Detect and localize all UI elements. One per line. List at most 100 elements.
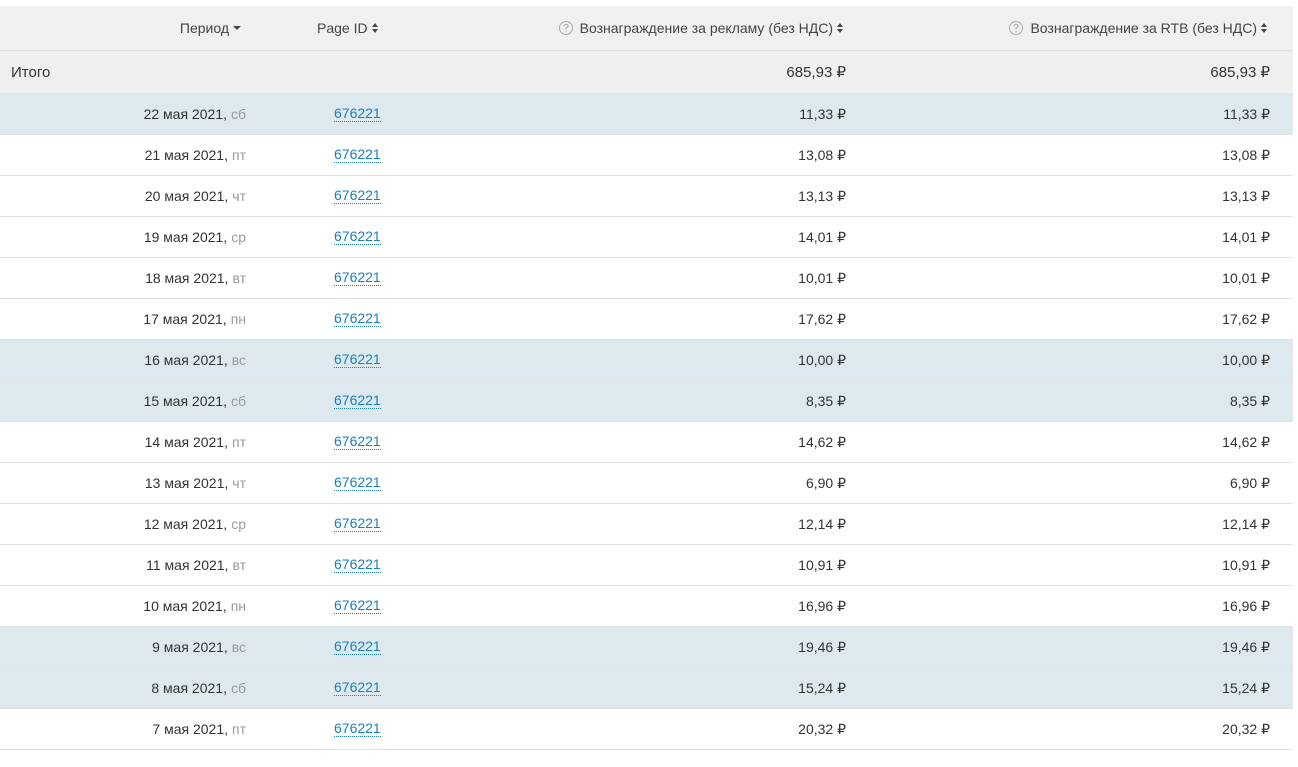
ad-reward-cell: 13,13 ₽ xyxy=(798,187,846,204)
page-id-link[interactable]: 676221 xyxy=(334,351,381,368)
header-label: Вознаграждение за рекламу (без НДС) xyxy=(579,20,833,36)
page-id-header[interactable]: Page ID xyxy=(317,6,378,50)
page-id-link[interactable]: 676221 xyxy=(334,105,381,122)
weekday: вт xyxy=(232,557,246,573)
header-label: Период xyxy=(179,20,229,36)
page-id-link[interactable]: 676221 xyxy=(334,638,381,655)
ad-reward-cell: 10,91 ₽ xyxy=(798,556,846,573)
date: 18 мая 2021, xyxy=(145,270,229,286)
page-id-link[interactable]: 676221 xyxy=(334,720,381,737)
rtb-reward-cell: 20,32 ₽ xyxy=(1222,720,1270,737)
date: 7 мая 2021, xyxy=(152,721,228,737)
page-id-cell: 676221 xyxy=(334,381,381,421)
ad-reward-cell: 19,46 ₽ xyxy=(798,638,846,655)
ad-reward-cell: 14,01 ₽ xyxy=(798,228,846,245)
data-row: 9 мая 2021, вс 676221 19,46 ₽ 19,46 ₽ xyxy=(0,627,1293,668)
page-id-link[interactable]: 676221 xyxy=(334,392,381,409)
rtb-reward-cell: 14,01 ₽ xyxy=(1222,228,1270,245)
date: 20 мая 2021, xyxy=(144,188,229,204)
ad-reward-cell: 15,24 ₽ xyxy=(798,679,846,696)
date: 10 мая 2021, xyxy=(143,598,227,614)
page-id-cell: 676221 xyxy=(334,176,381,216)
period-cell: 13 мая 2021, чт xyxy=(0,463,246,503)
period-cell: 20 мая 2021, чт xyxy=(0,176,246,216)
ad-reward-cell: 11,33 ₽ xyxy=(799,105,846,122)
rtb-reward-cell: 19,46 ₽ xyxy=(1222,638,1270,655)
date: 15 мая 2021, xyxy=(143,393,227,409)
date: 11 мая 2021, xyxy=(146,557,229,573)
rtb-reward-cell: 17,62 ₽ xyxy=(1222,310,1270,327)
total-row: Итого 685,93 ₽ 685,93 ₽ xyxy=(0,51,1293,94)
page-id-cell: 676221 xyxy=(334,545,381,585)
total-ad-reward: 685,93 ₽ xyxy=(786,64,846,81)
period-cell: 7 мая 2021, пт xyxy=(0,709,246,749)
sort-arrow xyxy=(371,23,378,33)
data-row: 20 мая 2021, чт 676221 13,13 ₽ 13,13 ₽ xyxy=(0,176,1293,217)
sort-arrow xyxy=(1261,23,1267,33)
rtb-reward-cell: 6,90 ₽ xyxy=(1229,474,1270,491)
date: 9 мая 2021, xyxy=(152,639,228,655)
page-id-cell: 676221 xyxy=(334,258,381,298)
page-id-cell: 676221 xyxy=(334,94,381,134)
ad-reward-cell: 10,01 ₽ xyxy=(798,269,846,286)
header-label: Вознаграждение за RTB (без НДС) xyxy=(1030,20,1257,36)
page-id-link[interactable]: 676221 xyxy=(334,679,381,696)
rtb-reward-cell: 16,96 ₽ xyxy=(1222,597,1270,614)
date: 22 мая 2021, xyxy=(143,106,227,122)
weekday: сб xyxy=(230,393,246,409)
ad-reward-header[interactable]: Вознаграждение за рекламу (без НДС) xyxy=(400,6,843,50)
page-id-link[interactable]: 676221 xyxy=(334,269,381,286)
page-id-link[interactable]: 676221 xyxy=(334,597,381,614)
date: 14 мая 2021, xyxy=(144,434,228,450)
period-cell: 19 мая 2021, ср xyxy=(0,217,246,257)
weekday: пт xyxy=(232,434,246,450)
data-row: 11 мая 2021, вт 676221 10,91 ₽ 10,91 ₽ xyxy=(0,545,1293,586)
data-row: 21 мая 2021, пт 676221 13,08 ₽ 13,08 ₽ xyxy=(0,135,1293,176)
date: 17 мая 2021, xyxy=(143,311,227,327)
page-id-link[interactable]: 676221 xyxy=(334,515,381,532)
page-id-link[interactable]: 676221 xyxy=(334,474,381,491)
weekday: вс xyxy=(231,352,246,368)
page-id-link[interactable]: 676221 xyxy=(334,187,381,204)
page-id-link[interactable]: 676221 xyxy=(334,433,381,450)
rtb-reward-cell: 10,00 ₽ xyxy=(1222,351,1270,368)
ad-reward-cell: 14,62 ₽ xyxy=(798,433,846,450)
weekday: пт xyxy=(232,721,246,737)
page-id-cell: 676221 xyxy=(334,135,381,175)
weekday: сб xyxy=(230,680,246,696)
period-header[interactable]: Период xyxy=(0,6,241,50)
rtb-reward-cell: 13,13 ₽ xyxy=(1222,187,1270,204)
data-row: 17 мая 2021, пн 676221 17,62 ₽ 17,62 ₽ xyxy=(0,299,1293,340)
period-cell: 16 мая 2021, вс xyxy=(0,340,246,380)
date: 19 мая 2021, xyxy=(143,229,228,245)
page-id-cell: 676221 xyxy=(334,299,381,339)
page-id-link[interactable]: 676221 xyxy=(334,556,381,573)
page-id-link[interactable]: 676221 xyxy=(334,146,381,163)
weekday: ср xyxy=(231,516,246,532)
page-id-cell: 676221 xyxy=(334,217,381,257)
page-id-cell: 676221 xyxy=(334,504,381,544)
page-id-cell: 676221 xyxy=(334,586,381,626)
rtb-reward-cell: 12,14 ₽ xyxy=(1222,515,1270,532)
weekday: пн xyxy=(230,598,246,614)
page-id-cell: 676221 xyxy=(334,463,381,503)
page-id-link[interactable]: 676221 xyxy=(334,310,381,327)
rtb-reward-header[interactable]: Вознаграждение за RTB (без НДС) xyxy=(850,6,1267,50)
ad-reward-cell: 10,00 ₽ xyxy=(798,351,846,368)
help-icon[interactable] xyxy=(558,20,574,36)
page-id-cell: 676221 xyxy=(334,340,381,380)
period-cell: 11 мая 2021, вт xyxy=(0,545,246,585)
ad-reward-cell: 20,32 ₽ xyxy=(798,720,846,737)
date: 21 мая 2021, xyxy=(144,147,228,163)
ad-reward-cell: 16,96 ₽ xyxy=(798,597,846,614)
page-id-cell: 676221 xyxy=(334,709,381,749)
data-row: 18 мая 2021, вт 676221 10,01 ₽ 10,01 ₽ xyxy=(0,258,1293,299)
sort-arrow xyxy=(233,26,241,30)
page-id-link[interactable]: 676221 xyxy=(334,228,381,245)
weekday: чт xyxy=(232,188,246,204)
data-row: 15 мая 2021, сб 676221 8,35 ₽ 8,35 ₽ xyxy=(0,381,1293,422)
page-id-cell: 676221 xyxy=(334,422,381,462)
rtb-reward-cell: 8,35 ₽ xyxy=(1229,392,1270,409)
help-icon[interactable] xyxy=(1008,20,1024,36)
